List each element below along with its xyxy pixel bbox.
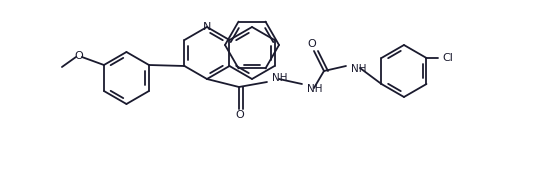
Text: O: O (75, 51, 83, 61)
Text: O: O (308, 39, 316, 49)
Text: NH: NH (307, 84, 322, 94)
Text: N: N (203, 22, 211, 32)
Text: NH: NH (351, 64, 367, 74)
Text: Cl: Cl (442, 53, 453, 63)
Text: NH: NH (272, 73, 287, 83)
Text: O: O (235, 110, 244, 120)
